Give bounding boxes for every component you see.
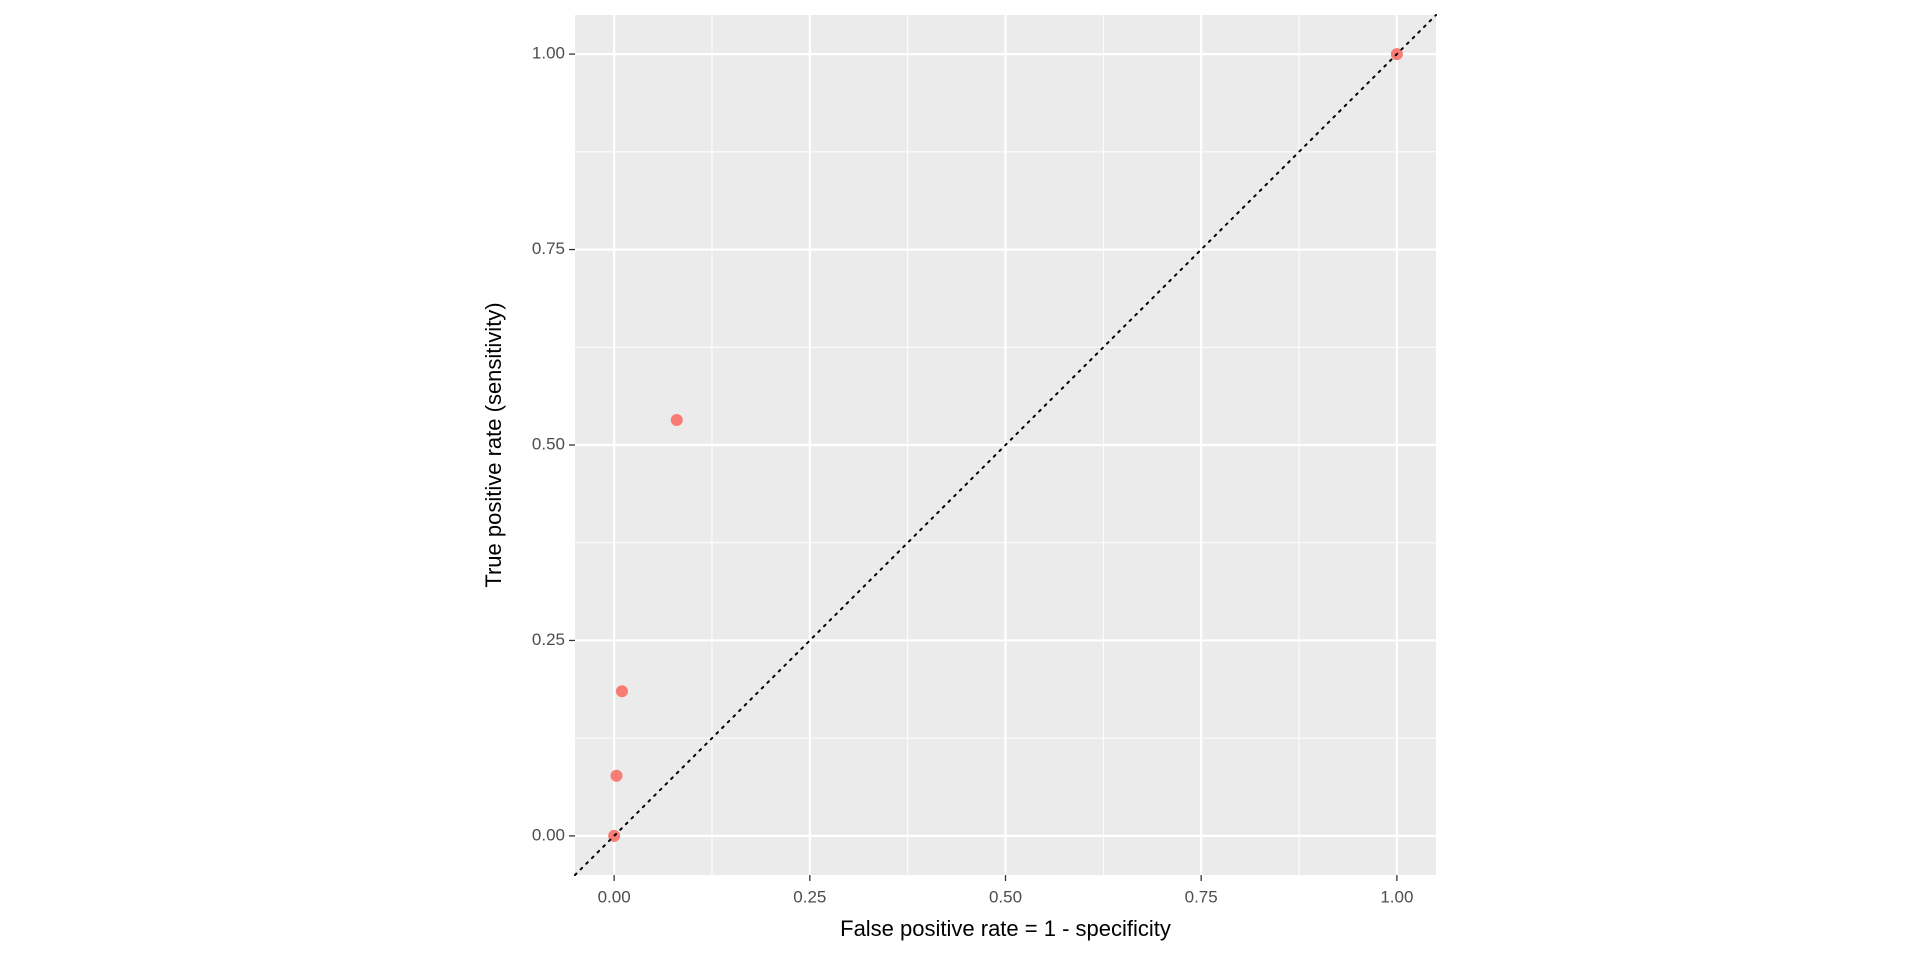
y-tick-label: 0.50 <box>532 434 565 453</box>
point <box>610 769 623 782</box>
x-tick-label: 0.25 <box>793 887 826 906</box>
y-tick-label: 1.00 <box>532 44 565 63</box>
x-tick-label: 0.00 <box>598 887 631 906</box>
y-axis-title: True positive rate (sensitivity) <box>481 302 506 587</box>
point <box>615 685 628 698</box>
y-tick-label: 0.00 <box>532 825 565 844</box>
y-tick-label: 0.25 <box>532 630 565 649</box>
x-axis-title: False positive rate = 1 - specificity <box>840 916 1171 941</box>
point <box>670 413 683 426</box>
reference-line <box>574 14 1437 876</box>
x-tick-label: 0.50 <box>989 887 1022 906</box>
x-tick-label: 0.75 <box>1185 887 1218 906</box>
x-tick-label: 1.00 <box>1380 887 1413 906</box>
y-tick-label: 0.75 <box>532 239 565 258</box>
